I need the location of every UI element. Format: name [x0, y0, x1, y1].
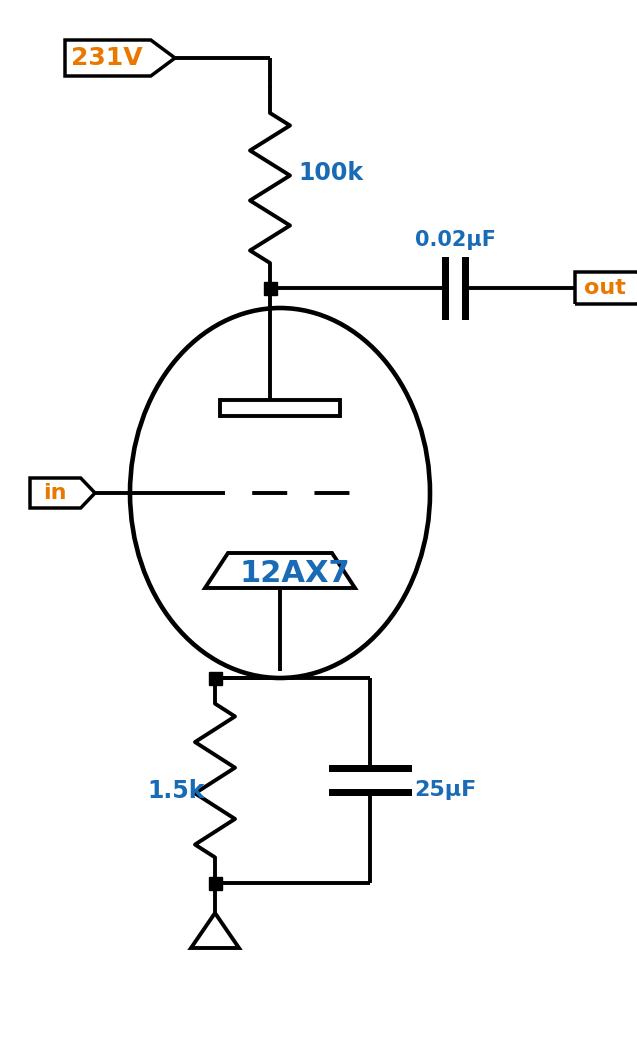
Bar [208, 672, 222, 684]
Text: 1.5k: 1.5k [148, 779, 205, 803]
Text: 100k: 100k [298, 161, 363, 185]
Text: 0.02μF: 0.02μF [415, 230, 496, 250]
Text: 12AX7: 12AX7 [240, 559, 350, 588]
Bar [208, 876, 222, 890]
Text: 25μF: 25μF [414, 780, 476, 800]
Text: 231V: 231V [71, 46, 143, 70]
Bar [220, 400, 340, 416]
Bar [264, 282, 276, 294]
Text: in: in [43, 483, 66, 503]
Text: out: out [585, 278, 626, 298]
